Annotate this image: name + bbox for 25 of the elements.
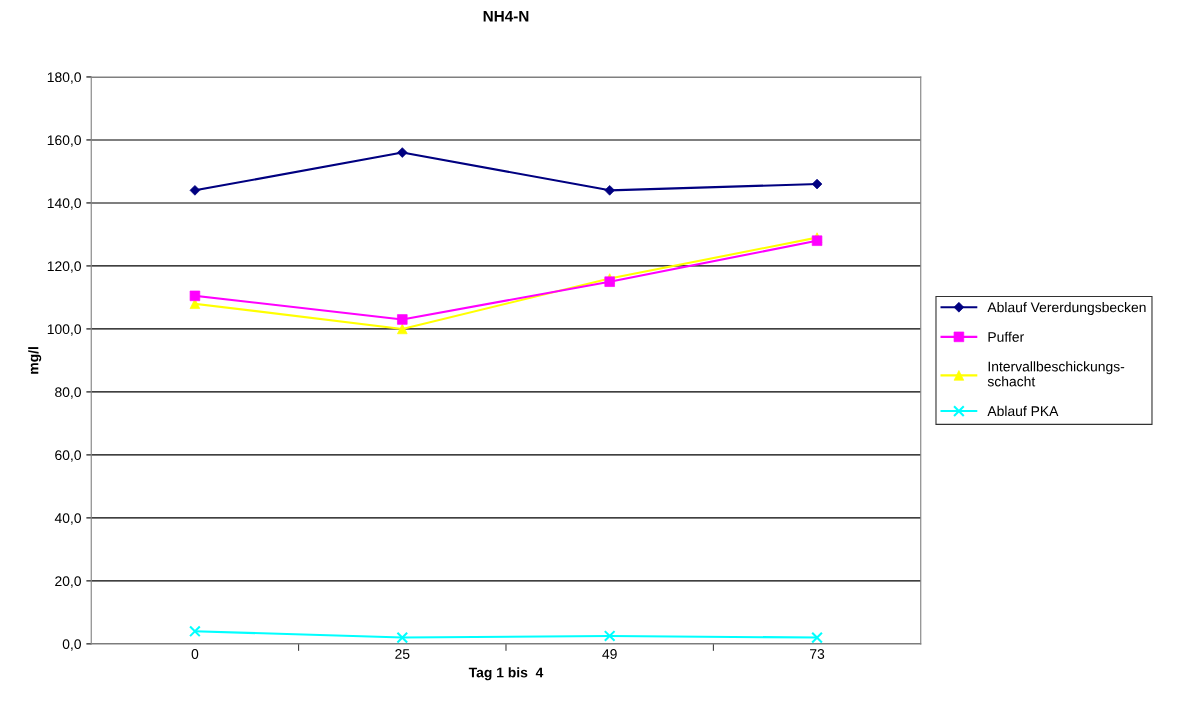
- y-tick-label: 180,0: [47, 72, 81, 84]
- legend-label: Intervallbeschickungs- schacht: [987, 361, 1125, 387]
- y-tick-label: 20,0: [55, 576, 81, 588]
- x-tick-label: 49: [602, 649, 617, 659]
- legend-label: Puffer: [988, 331, 1024, 342]
- legend-label: Ablauf PKA: [987, 405, 1059, 417]
- y-tick-label: 60,0: [55, 450, 81, 462]
- y-axis-title: mg/l: [28, 347, 42, 374]
- point: [603, 630, 616, 642]
- point: [396, 631, 409, 644]
- y-tick-label: 120,0: [47, 261, 81, 273]
- chart-title: NH4-N: [483, 10, 529, 22]
- y-tick-label: 140,0: [47, 198, 81, 210]
- legend-label: Ablauf Vererdungsbecken: [987, 302, 1146, 315]
- y-tick-label: 160,0: [47, 135, 81, 147]
- x-tick-label: 0: [191, 649, 199, 659]
- point: [811, 631, 823, 644]
- y-tick-label: 40,0: [54, 513, 81, 525]
- x-tick-label: 25: [395, 649, 410, 659]
- y-tick-label: 0,0: [62, 639, 81, 651]
- x-tick-label: 73: [810, 649, 825, 659]
- y-tick-label: 80,0: [55, 387, 81, 399]
- y-tick-label: 100,0: [47, 324, 81, 336]
- point: [189, 625, 201, 638]
- x-axis-title: Tag 1 bis 4: [468, 667, 544, 681]
